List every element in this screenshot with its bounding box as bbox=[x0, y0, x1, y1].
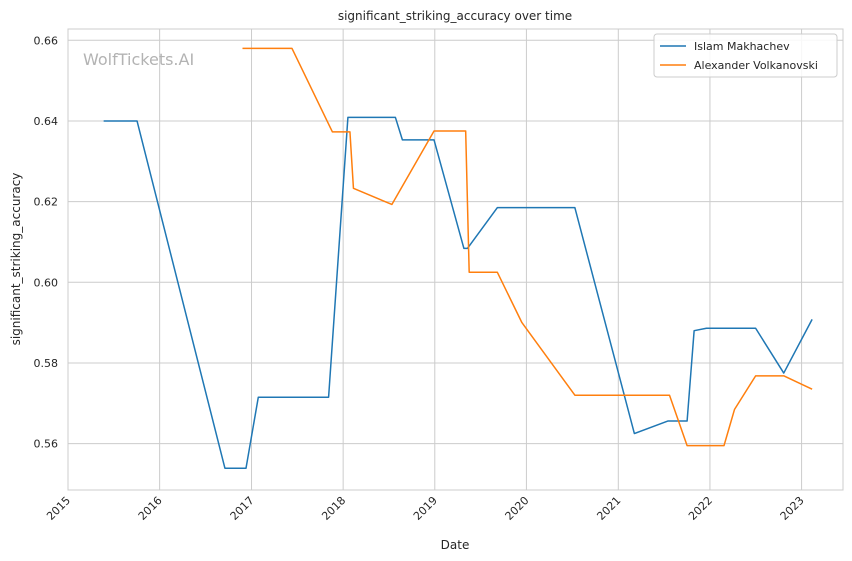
x-tick-label: 2019 bbox=[411, 494, 440, 523]
y-axis-label: significant_striking_accuracy bbox=[9, 173, 23, 346]
grid-lines bbox=[67, 29, 843, 490]
watermark: WolfTickets.AI bbox=[83, 50, 194, 69]
x-tick-label: 2021 bbox=[594, 494, 623, 523]
x-tick-label: 2017 bbox=[228, 494, 257, 523]
legend: Islam Makhachev Alexander Volkanovski bbox=[653, 33, 838, 78]
x-tick-label: 2023 bbox=[778, 494, 807, 523]
y-tick-label: 0.56 bbox=[34, 438, 59, 451]
x-tick-label: 2015 bbox=[44, 494, 73, 523]
plot-frame bbox=[67, 28, 844, 491]
series-lines bbox=[103, 47, 813, 469]
legend-label-islam-makhachev: Islam Makhachev bbox=[694, 40, 790, 53]
y-tick-label: 0.58 bbox=[34, 357, 59, 370]
y-tick-label: 0.62 bbox=[34, 196, 59, 209]
series-line-islam-makhachev bbox=[103, 116, 813, 469]
x-tick-label: 2018 bbox=[319, 494, 348, 523]
x-tick-label: 2022 bbox=[686, 494, 715, 523]
x-tick-label: 2016 bbox=[136, 494, 165, 523]
x-tick-labels: 2015 2016 2017 2018 2019 2020 2021 2022 2023 bbox=[44, 494, 807, 523]
legend-label-alexander-volkanovski: Alexander Volkanovski bbox=[694, 59, 818, 72]
legend-box bbox=[653, 33, 838, 78]
y-tick-label: 0.60 bbox=[34, 276, 59, 289]
y-tick-label: 0.66 bbox=[34, 34, 59, 47]
y-tick-labels: 0.56 0.58 0.60 0.62 0.64 0.66 bbox=[34, 34, 59, 450]
series-line-alexander-volkanovski bbox=[242, 47, 813, 447]
x-tick-label: 2020 bbox=[503, 494, 532, 523]
chart-title: significant_striking_accuracy over time bbox=[338, 9, 572, 23]
y-tick-label: 0.64 bbox=[34, 115, 59, 128]
x-axis-label: Date bbox=[441, 538, 470, 552]
